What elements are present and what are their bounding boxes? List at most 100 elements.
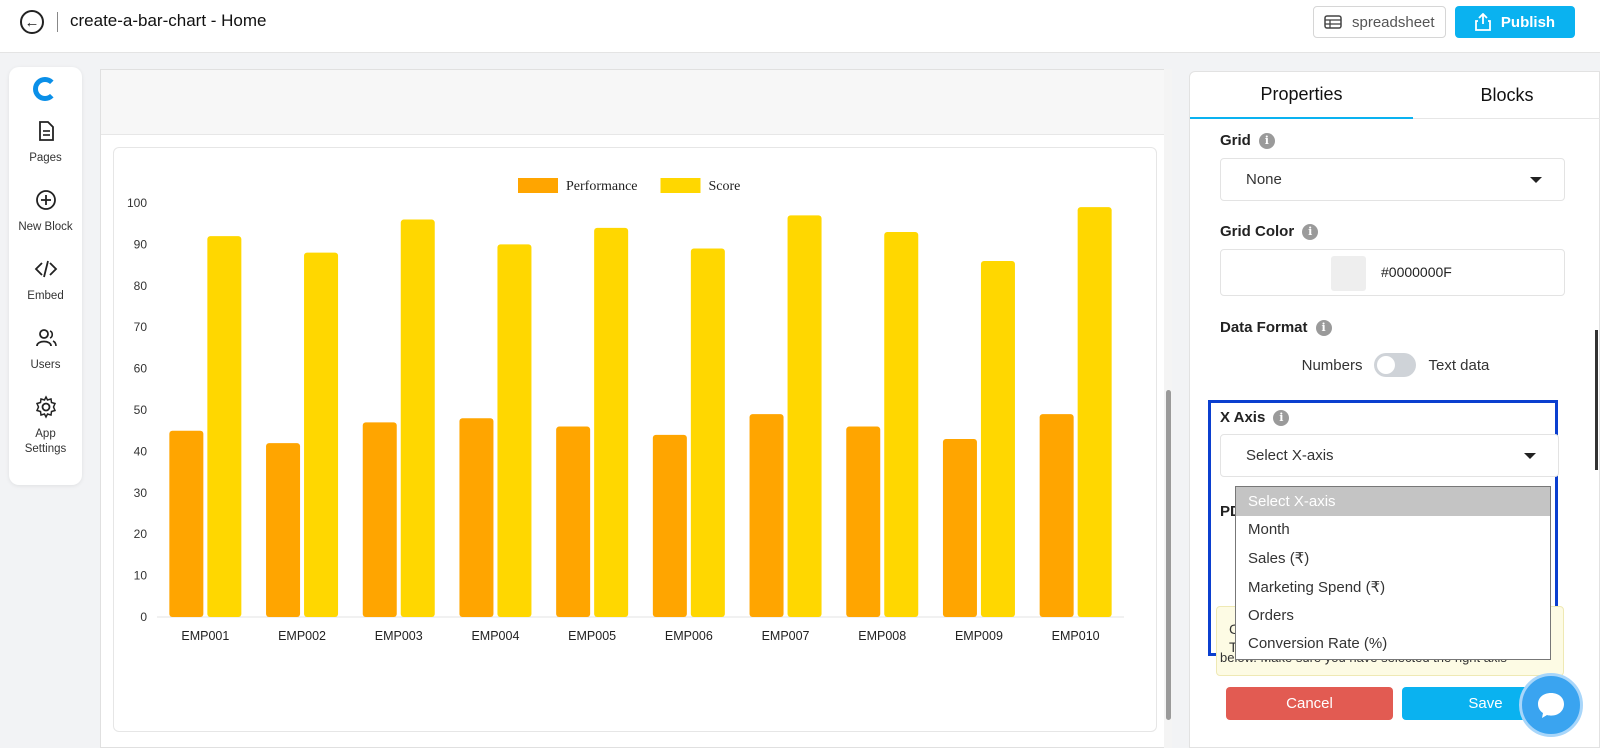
bar-score-emp005	[594, 227, 629, 617]
gear-icon	[35, 395, 56, 419]
dropdown-option[interactable]: Select X-axis	[1236, 487, 1550, 516]
legend-swatch-performance	[518, 178, 558, 193]
dropdown-option[interactable]: Month	[1248, 521, 1290, 539]
bar-performance-emp008	[846, 426, 881, 617]
publish-label: Publish	[1500, 13, 1556, 31]
y-tick-label: 60	[134, 362, 148, 376]
cancel-button[interactable]: Cancel	[1226, 687, 1393, 720]
numbers-label: Numbers	[1301, 356, 1363, 374]
info-icon[interactable]: i	[1315, 319, 1332, 336]
x-tick-label: EMP006	[665, 629, 713, 643]
tab-properties[interactable]: Properties	[1190, 72, 1413, 119]
y-tick-label: 30	[134, 486, 148, 500]
bar-performance-emp007	[749, 414, 784, 617]
sidebar-item-label: App Settings	[24, 428, 67, 455]
grid-select[interactable]: None	[1220, 158, 1565, 201]
dropdown-option[interactable]: Sales (₹)	[1248, 550, 1310, 568]
sidebar-item-label: Users	[30, 359, 61, 371]
bar-score-emp001	[207, 236, 242, 617]
spreadsheet-icon	[1324, 15, 1342, 29]
bar-score-emp009	[980, 260, 1015, 617]
bar-score-emp008	[884, 231, 919, 617]
x-tick-label: EMP007	[762, 629, 810, 643]
dropdown-option[interactable]: Conversion Rate (%)	[1248, 635, 1388, 653]
panel-scrollbar-thumb[interactable]	[1595, 330, 1598, 470]
note-fragment: C	[1229, 621, 1239, 637]
info-icon[interactable]: i	[1302, 223, 1319, 240]
bar-performance-emp004	[459, 418, 494, 617]
color-swatch[interactable]	[1331, 256, 1366, 291]
sidebar-item-new-block[interactable]: New Block	[9, 188, 82, 235]
chat-support-button[interactable]	[1519, 673, 1583, 737]
grid-select-value: None	[1246, 171, 1282, 188]
tab-blocks[interactable]: Blocks	[1480, 85, 1534, 105]
pages-icon	[38, 121, 54, 141]
y-tick-label: 100	[127, 196, 147, 210]
bar-performance-emp003	[362, 422, 397, 617]
grid-color-value[interactable]: #0000000F	[1381, 264, 1452, 280]
panel-tabs: Properties Blocks	[1190, 72, 1600, 119]
x-tick-label: EMP004	[471, 629, 519, 643]
bar-score-emp004	[497, 244, 532, 617]
data-format-toggle[interactable]	[1374, 353, 1417, 377]
y-tick-label: 80	[134, 279, 148, 293]
bar-performance-emp001	[169, 430, 204, 617]
toggle-knob	[1377, 356, 1396, 374]
data-format-label: Data Format i	[1220, 319, 1332, 336]
app-logo-icon	[33, 77, 57, 101]
y-tick-label: 50	[134, 403, 148, 417]
bar-score-emp002	[304, 252, 339, 617]
sidebar-item-app-settings[interactable]: App Settings	[9, 395, 82, 457]
plus-circle-icon	[35, 190, 56, 210]
bar-performance-emp009	[942, 438, 977, 617]
y-tick-label: 0	[140, 610, 147, 624]
x-tick-label: EMP008	[858, 629, 906, 643]
share-icon	[1475, 13, 1491, 31]
users-icon	[35, 329, 57, 347]
note-fragment: T	[1229, 639, 1238, 655]
left-sidebar: Pages New Block Embed Users App Setting	[9, 67, 82, 485]
code-icon	[34, 260, 57, 278]
x-tick-label: EMP009	[955, 629, 1003, 643]
publish-button[interactable]: Publish	[1455, 6, 1575, 38]
header-divider	[57, 12, 58, 32]
x-axis-dropdown-list: Select X-axis Month Sales (₹) Marketing …	[1235, 486, 1551, 660]
canvas-header-block[interactable]	[101, 70, 1171, 135]
x-axis-select[interactable]: Select X-axis	[1220, 434, 1559, 477]
bar-score-emp010	[1077, 207, 1112, 617]
top-bar: ← create-a-bar-chart - Home spreadsheet …	[0, 0, 1600, 53]
x-tick-label: EMP003	[375, 629, 423, 643]
bar-performance-emp002	[266, 443, 301, 617]
sidebar-item-embed[interactable]: Embed	[9, 257, 82, 304]
info-icon[interactable]: i	[1273, 409, 1290, 426]
info-icon[interactable]: i	[1258, 132, 1275, 149]
bar-performance-emp006	[652, 434, 687, 617]
back-arrow-icon[interactable]: ←	[20, 10, 44, 34]
bar-score-emp007	[787, 215, 822, 618]
legend-label-performance: Performance	[566, 179, 638, 194]
grid-color-label-text: Grid Color	[1220, 223, 1295, 240]
sidebar-item-pages[interactable]: Pages	[9, 119, 82, 166]
bar-performance-emp010	[1039, 414, 1074, 617]
x-axis-select-value: Select X-axis	[1246, 447, 1334, 464]
bar-chart: 0 10 20 30 40 50 60 70 80 90 100 EMP001 EMP002 EMP003…	[127, 178, 1124, 643]
sidebar-item-label: Embed	[27, 290, 64, 302]
sidebar-item-users[interactable]: Users	[9, 326, 82, 373]
chat-bubble-icon	[1538, 693, 1564, 718]
grid-color-picker: #0000000F	[1220, 249, 1565, 296]
spreadsheet-label: spreadsheet	[1352, 13, 1435, 31]
bar-chart-block[interactable]: 0 10 20 30 40 50 60 70 80 90 100 EMP001 EMP002 EMP003…	[113, 147, 1157, 732]
y-tick-label: 10	[134, 569, 148, 583]
dropdown-option[interactable]: Orders	[1248, 606, 1294, 624]
x-tick-label: EMP010	[1052, 629, 1100, 643]
spreadsheet-button[interactable]: spreadsheet	[1313, 6, 1446, 38]
editor-canvas: 0 10 20 30 40 50 60 70 80 90 100 EMP001 EMP002 EMP003…	[100, 69, 1172, 748]
chevron-down-icon	[1524, 453, 1536, 459]
y-tick-label: 20	[134, 527, 148, 541]
y-tick-label: 70	[134, 320, 148, 334]
canvas-scrollbar-thumb[interactable]	[1166, 390, 1171, 720]
dropdown-option[interactable]: Marketing Spend (₹)	[1248, 578, 1386, 596]
grid-color-label: Grid Color i	[1220, 223, 1319, 240]
text-data-label: Text data	[1428, 356, 1490, 374]
bar-score-emp006	[690, 248, 725, 617]
